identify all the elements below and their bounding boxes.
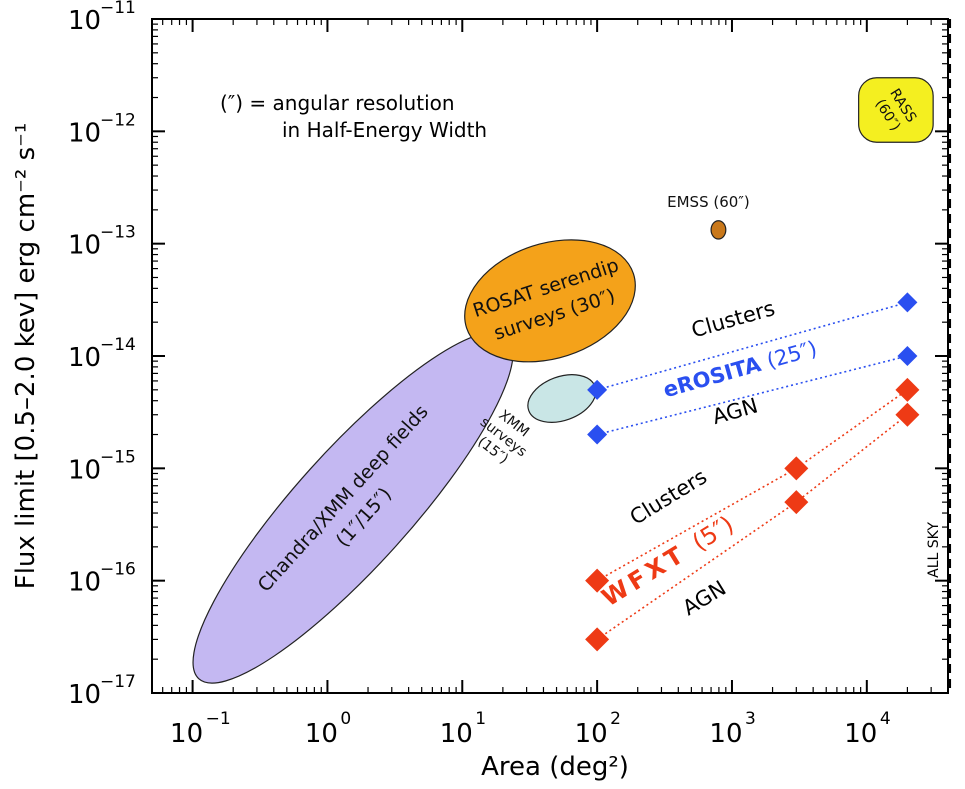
erosita-label: eROSITA (25″) [661,336,820,402]
y-tick-exponent: −16 [100,560,136,580]
y-tick-exponent: −12 [100,110,136,130]
survey-regions [192,77,934,684]
series-line [596,301,908,391]
x-tick-label: 10 [170,719,203,749]
chandra-xmm-region [192,331,514,684]
x-tick-label: 10 [305,719,338,749]
series-marker [897,346,918,366]
x-tick-exponent: 2 [610,709,621,729]
y-tick-exponent: −14 [100,335,136,355]
minor-ticks [152,19,948,693]
emss-region [710,220,727,240]
x-tick-exponent: 3 [745,709,756,729]
wfxt-agn-label: AGN [678,576,730,621]
y-tick-label: 10 [68,118,101,148]
erosita-clusters-label: Clusters [689,296,778,342]
wfxt-clusters-label: Clusters [626,464,711,529]
y-tick-label: 10 [68,6,101,36]
series-line [596,389,908,582]
series-marker [784,490,809,515]
x-tick-exponent: 4 [880,709,891,729]
series-line [596,414,908,641]
legend-note-line-1: (″) = angular resolution [220,91,455,115]
series-marker [587,379,608,400]
x-tick-label: 10 [575,719,608,749]
y-tick-exponent: −11 [100,0,136,18]
x-tick-exponent: 0 [340,709,351,729]
y-tick-label: 10 [68,231,101,261]
series-marker [895,402,920,427]
rass-region [858,77,934,143]
x-tick-label: 10 [709,719,742,749]
y-tick-label: 10 [68,568,101,598]
erosita-resolution: (25″) [764,336,820,373]
y-tick-exponent: −13 [100,223,136,243]
major-ticks [152,18,948,694]
y-tick-label: 10 [68,455,101,485]
x-tick-exponent: 1 [475,709,486,729]
legend-note-line-2: in Half-Energy Width [282,118,487,142]
y-tick-label: 10 [68,343,101,373]
y-axis-label: Flux limit [0.5–2.0 kev] erg cm⁻² s⁻¹ [11,123,41,590]
emss-region-label-line: EMSS (60″) [667,193,750,211]
rosat-serendip-region [464,239,636,363]
y-tick-label: 10 [68,680,101,710]
y-tick-exponent: −15 [100,447,136,467]
survey-series [585,292,920,652]
x-tick-label: 10 [440,719,473,749]
series-marker [585,627,610,652]
series-marker [784,456,809,481]
series-line [596,355,908,436]
axis-tick-labels: 10 −1 10 0 10 1 10 2 10 3 10 410−1710−1610−1510−141… [68,0,891,749]
x-tick-label: 10 [844,719,877,749]
emss-region-label: EMSS (60″) [667,193,750,211]
xmm-surveys-region [527,374,597,423]
y-tick-exponent: −17 [100,672,136,692]
erosita-agn-label: AGN [710,393,761,429]
series-marker [895,377,920,402]
series-marker [587,424,608,445]
x-axis-label: Area (deg²) [481,752,629,782]
series-marker [897,292,918,313]
series-marker [585,568,610,593]
all-sky-label: ALL SKY [926,522,942,578]
x-tick-exponent: −1 [206,709,231,729]
